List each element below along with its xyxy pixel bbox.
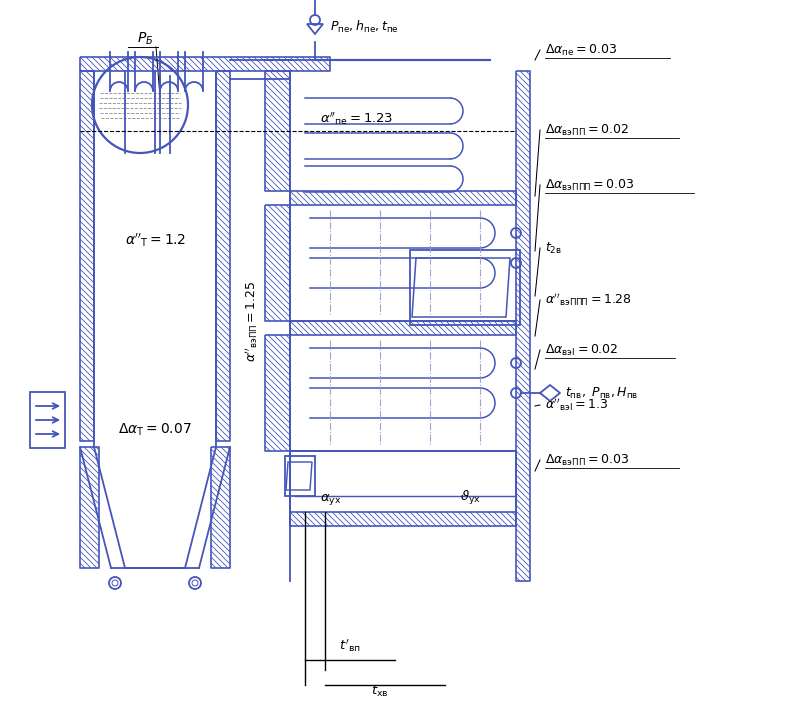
Text: $\alpha''_{\rm T}=1.2$: $\alpha''_{\rm T}=1.2$ bbox=[124, 231, 185, 249]
Text: $\Delta\alpha_{\rm пе}=0.03$: $\Delta\alpha_{\rm пе}=0.03$ bbox=[545, 42, 618, 58]
Text: $\vartheta_{\rm ух}$: $\vartheta_{\rm ух}$ bbox=[460, 489, 481, 507]
Text: $\Delta\alpha_{\rm вэПП}=0.03$: $\Delta\alpha_{\rm вэПП}=0.03$ bbox=[545, 453, 630, 467]
Text: $P_Б$: $P_Б$ bbox=[136, 31, 153, 47]
Text: $\Delta\alpha_{\rm вэПП}=0.02$: $\Delta\alpha_{\rm вэПП}=0.02$ bbox=[545, 123, 629, 137]
Bar bbox=[285, 456, 315, 496]
Text: $\Delta\alpha_{\rm вэI}=0.02$: $\Delta\alpha_{\rm вэI}=0.02$ bbox=[545, 343, 618, 357]
Text: $P_{\rm пе},h_{\rm пе},t_{\rm пе}$: $P_{\rm пе},h_{\rm пе},t_{\rm пе}$ bbox=[330, 19, 399, 35]
Text: $\alpha''_{\rm вэПП}=1.25$: $\alpha''_{\rm вэПП}=1.25$ bbox=[243, 281, 260, 362]
Text: $\alpha''_{\rm пе}=1.23$: $\alpha''_{\rm пе}=1.23$ bbox=[320, 111, 393, 127]
Text: $\Delta\alpha_{\rm T}=0.07$: $\Delta\alpha_{\rm T}=0.07$ bbox=[118, 422, 192, 439]
Text: $t'_{\rm вп}$: $t'_{\rm вп}$ bbox=[339, 637, 361, 654]
Text: $\alpha''_{\rm вэI}=1.3$: $\alpha''_{\rm вэI}=1.3$ bbox=[545, 397, 608, 413]
Text: $t_{2\rm в}$: $t_{2\rm в}$ bbox=[545, 240, 562, 255]
Text: $\alpha_{\rm ух}$: $\alpha_{\rm ух}$ bbox=[320, 492, 342, 507]
Text: $\alpha''_{\rm вэПП\!П}=1.28$: $\alpha''_{\rm вэПП\!П}=1.28$ bbox=[545, 292, 631, 308]
Text: $t_{\rm пв},\ P_{\rm пв},H_{\rm пв}$: $t_{\rm пв},\ P_{\rm пв},H_{\rm пв}$ bbox=[565, 386, 638, 400]
Bar bbox=[410, 250, 520, 325]
Text: $t_{\rm хв}$: $t_{\rm хв}$ bbox=[371, 684, 389, 699]
Text: $\Delta\alpha_{\rm вэПП\!П}=0.03$: $\Delta\alpha_{\rm вэПП\!П}=0.03$ bbox=[545, 178, 634, 192]
